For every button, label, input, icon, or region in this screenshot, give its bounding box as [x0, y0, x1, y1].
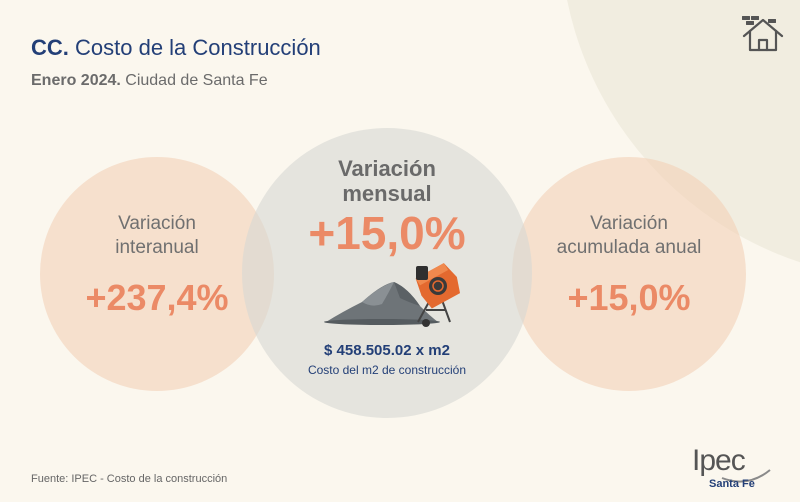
- subtitle-period: Enero 2024.: [31, 72, 121, 89]
- logo-swoosh: [721, 469, 771, 483]
- price-per-m2: $ 458.505.02 x m2: [324, 342, 450, 359]
- interannual-label: Variación interanual: [57, 212, 257, 260]
- monthly-label-line1: Variación: [338, 156, 436, 181]
- house-icon: [742, 16, 784, 52]
- page-title: CC. Costo de la Construcción: [31, 35, 321, 61]
- source-note: Fuente: IPEC - Costo de la construcción: [31, 473, 228, 485]
- interannual-circle: [40, 157, 274, 391]
- interannual-label-line1: Variación: [118, 213, 196, 234]
- cumulative-label-line1: Variación: [590, 213, 668, 234]
- logo-subtitle: Santa Fe: [709, 478, 755, 490]
- interannual-label-line2: interanual: [115, 237, 199, 258]
- monthly-value: +15,0%: [308, 207, 466, 259]
- ipec-logo: Ipec Santa Fe: [692, 444, 776, 494]
- cumulative-circle: [512, 157, 746, 391]
- interannual-value: +237,4%: [85, 277, 229, 318]
- cement-mixer-icon: [324, 263, 461, 327]
- page-subtitle: Enero 2024. Ciudad de Santa Fe: [31, 72, 268, 90]
- monthly-label: Variación mensual: [282, 156, 492, 206]
- logo-word: Ipec: [692, 444, 746, 477]
- title-abbrev: CC.: [31, 35, 69, 60]
- title-text: Costo de la Construcción: [68, 35, 321, 60]
- cumulative-label-line2: acumulada anual: [556, 237, 702, 258]
- subtitle-place: Ciudad de Santa Fe: [120, 72, 268, 89]
- monthly-circle: [242, 128, 532, 418]
- monthly-label-line2: mensual: [342, 181, 432, 206]
- cumulative-label: Variación acumulada anual: [529, 212, 729, 260]
- price-caption: Costo del m2 de construcción: [307, 363, 467, 377]
- cumulative-value: +15,0%: [567, 277, 691, 318]
